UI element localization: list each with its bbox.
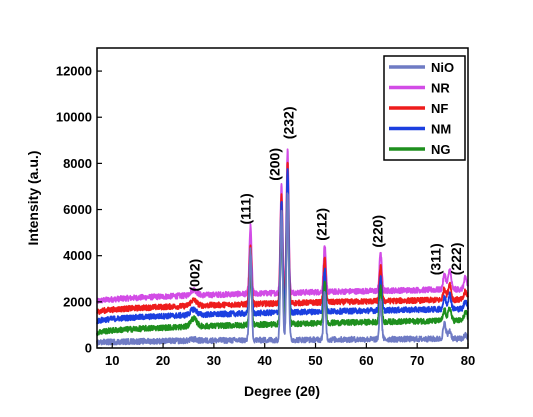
y-tick-label-10000: 10000 bbox=[56, 110, 92, 125]
series-line-nio bbox=[96, 192, 469, 346]
y-axis-title: Intensity (a.u.) bbox=[25, 151, 41, 246]
y-tick-label-2000: 2000 bbox=[63, 294, 92, 309]
x-tick-label-50: 50 bbox=[308, 353, 322, 368]
series-lines bbox=[96, 148, 469, 346]
x-axis-title: Degree (2θ) bbox=[244, 383, 320, 399]
legend-label-nm: NM bbox=[431, 122, 451, 137]
peak-label-7: (222) bbox=[448, 243, 464, 276]
peak-label-0: (002) bbox=[187, 259, 203, 292]
y-tick-label-6000: 6000 bbox=[63, 202, 92, 217]
peak-label-5: (220) bbox=[370, 215, 386, 248]
legend: NiO NR NF NM NG bbox=[383, 55, 466, 161]
x-tick-label-80: 80 bbox=[461, 353, 475, 368]
legend-label-nf: NF bbox=[431, 101, 448, 116]
legend-label-ng: NG bbox=[431, 142, 451, 157]
y-tick-label-4000: 4000 bbox=[63, 248, 92, 263]
y-axis: 0 2000 4000 6000 8000 10000 12000 bbox=[56, 64, 102, 356]
legend-label-nio: NiO bbox=[431, 60, 454, 75]
peak-label-2: (200) bbox=[267, 148, 283, 181]
x-tick-label-60: 60 bbox=[359, 353, 373, 368]
peak-label-4: (212) bbox=[314, 208, 330, 241]
x-tick-label-10: 10 bbox=[105, 353, 119, 368]
peak-label-1: (111) bbox=[238, 193, 254, 224]
peak-label-3: (232) bbox=[281, 107, 297, 140]
x-tick-label-70: 70 bbox=[410, 353, 424, 368]
plot-frame bbox=[96, 47, 469, 349]
y-tick-label-8000: 8000 bbox=[63, 156, 92, 171]
legend-label-nr: NR bbox=[431, 81, 450, 96]
x-tick-label-30: 30 bbox=[207, 353, 221, 368]
peak-label-6: (311) bbox=[428, 243, 444, 275]
x-axis: 10 20 30 40 50 60 70 80 bbox=[105, 343, 475, 368]
y-tick-label-12000: 12000 bbox=[56, 64, 92, 79]
x-tick-label-40: 40 bbox=[257, 353, 271, 368]
x-tick-label-20: 20 bbox=[156, 353, 170, 368]
y-tick-label-0: 0 bbox=[85, 341, 92, 356]
peak-annotations: (002) (111) (200) (232) (212) (220) (311) (222) bbox=[187, 107, 464, 292]
